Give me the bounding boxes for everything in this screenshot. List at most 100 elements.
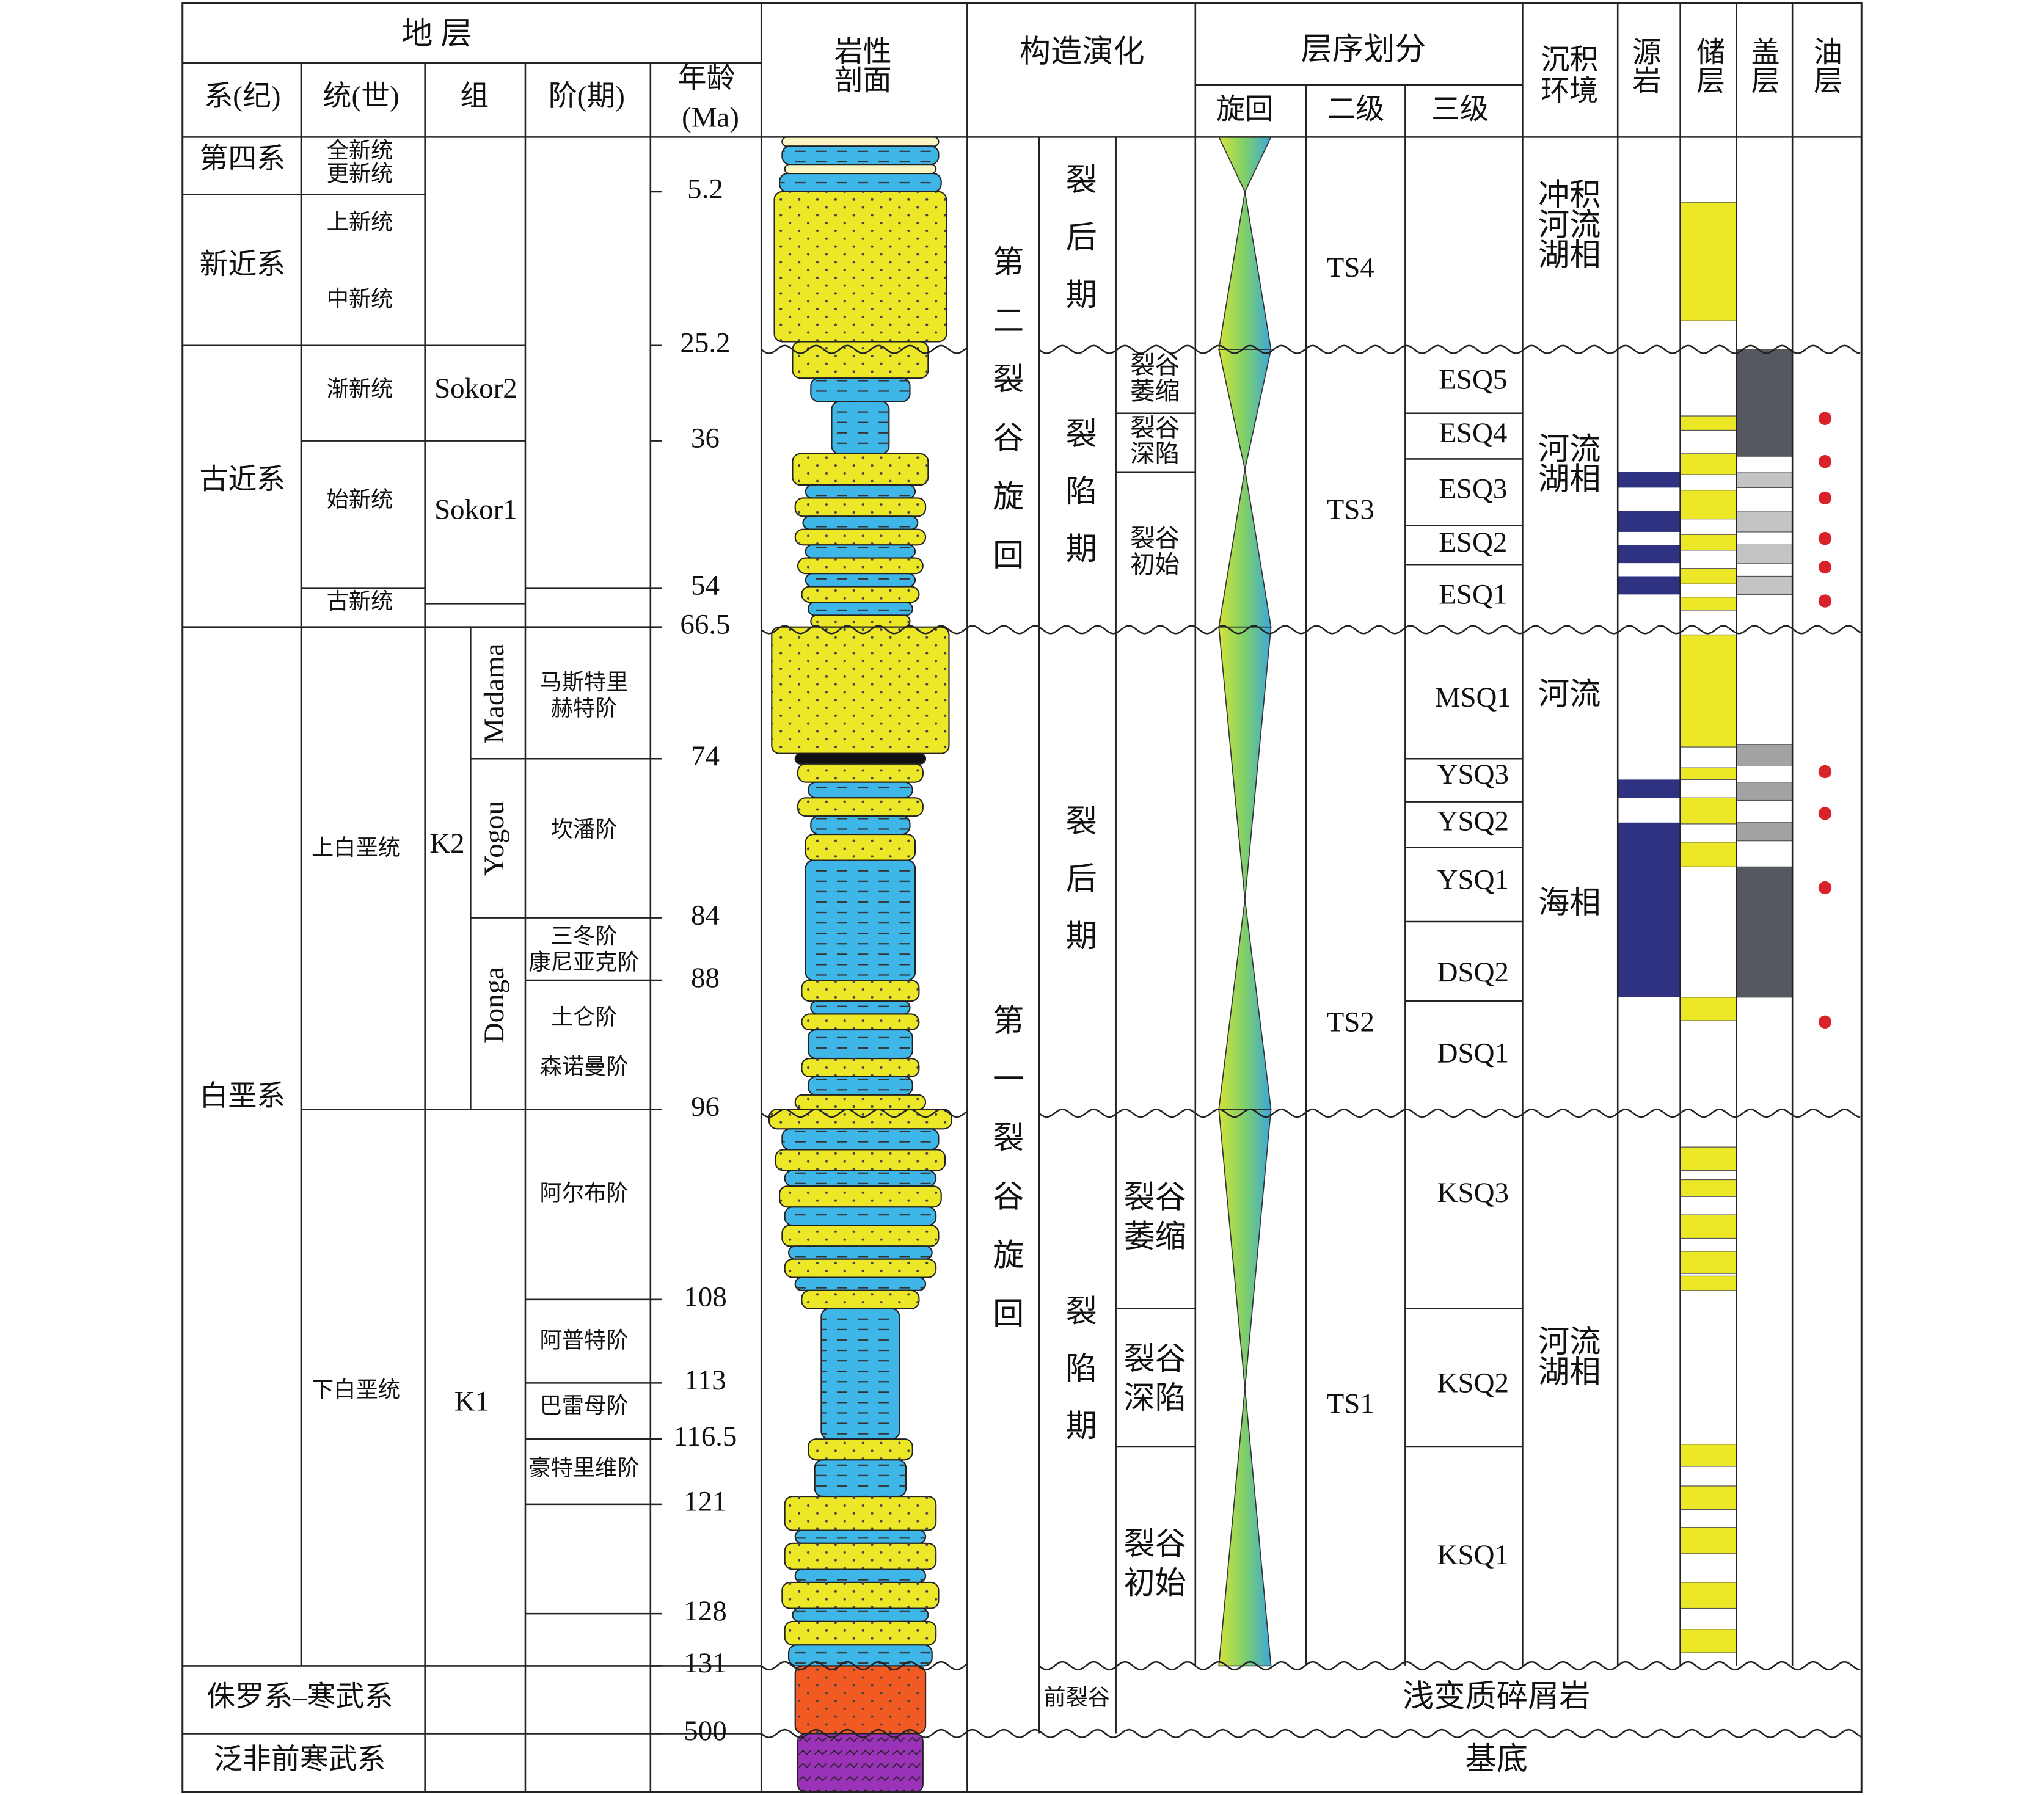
seal-bar: [1736, 511, 1793, 533]
lithology-pattern: [775, 1149, 946, 1171]
seal-bar: [1736, 744, 1793, 766]
lithology-pattern: [808, 782, 913, 798]
third-order-sequence: YSQ3: [1437, 759, 1509, 790]
oil-layer-dot: [1818, 531, 1832, 545]
seal-bar: [1736, 349, 1793, 457]
reservoir-bar: [1679, 490, 1737, 520]
reservoir-bar: [1679, 596, 1737, 611]
unconformity: [761, 1728, 1862, 1739]
header-cycle: 旋回: [1216, 94, 1274, 126]
lithology-pattern: [772, 627, 949, 754]
frame: [181, 2, 1863, 1793]
header-age-unit: (Ma): [682, 101, 739, 133]
lithology-pattern: [831, 401, 889, 454]
rift-period: 裂陷期: [1060, 1294, 1097, 1466]
lithology-pattern: [789, 1246, 932, 1259]
source-rock-bar: [1618, 779, 1681, 798]
header-environment: 环境: [1541, 76, 1598, 107]
lithology-pattern: [803, 516, 918, 530]
stage: 森诺曼阶: [539, 1054, 628, 1079]
series: 全新统: [327, 138, 393, 162]
rift-substage: 萎缩: [1130, 377, 1180, 405]
lithology-layer: [784, 164, 937, 175]
unconformity: [761, 344, 968, 354]
reservoir-bar: [1679, 797, 1737, 825]
reservoir-bar: [1679, 767, 1737, 781]
rift-substage: 裂谷: [1130, 525, 1180, 552]
lithology-pattern: [797, 798, 923, 817]
lithology-pattern: [792, 1608, 929, 1622]
third-order-sequence: DSQ1: [1437, 1038, 1509, 1069]
third-order-sequence: ESQ1: [1439, 578, 1507, 610]
reservoir-bar: [1679, 202, 1737, 321]
series: 上白垩统: [312, 836, 400, 860]
oil-layer-dot: [1818, 412, 1832, 425]
environment: 湖相: [1538, 238, 1601, 273]
seal-bar: [1736, 782, 1793, 801]
header-system: 系(纪): [204, 81, 280, 112]
reservoir-bar: [1679, 415, 1737, 431]
formation: K2: [429, 828, 464, 859]
reservoir-bar: [1679, 1485, 1737, 1510]
rift-period: 裂陷期: [1060, 417, 1097, 589]
unconformity: [1038, 344, 1861, 354]
member: Donga: [478, 967, 510, 1043]
lithology-pattern: [779, 173, 941, 192]
lithology-pattern: [782, 1225, 939, 1247]
lithology-pattern: [811, 1001, 910, 1014]
age-label: 84: [691, 899, 720, 931]
third-order-sequence: KSQ1: [1437, 1539, 1509, 1571]
series: 更新统: [327, 162, 393, 186]
oil-layer-dot: [1818, 455, 1832, 468]
reservoir-bar: [1679, 534, 1737, 551]
third-order-sequence: MSQ1: [1435, 682, 1511, 713]
seal-bar: [1736, 822, 1793, 842]
third-order-sequence: YSQ2: [1437, 806, 1509, 837]
series: 古新统: [327, 589, 393, 614]
rift-substage: 裂谷: [1123, 1342, 1186, 1377]
age-label: 54: [691, 569, 720, 601]
lithology-pattern: [805, 834, 916, 861]
third-order-sequence: KSQ2: [1437, 1367, 1509, 1399]
oil-layer-dot: [1818, 765, 1832, 779]
lithology-pattern: [801, 1290, 919, 1309]
reservoir-bar: [1679, 1444, 1737, 1467]
second-order-sequence: TS3: [1327, 494, 1374, 526]
age-label: 116.5: [674, 1421, 737, 1452]
header-age: 年龄: [678, 62, 735, 94]
age-label: 500: [684, 1715, 726, 1747]
lithology-pattern: [795, 498, 926, 517]
reservoir-bar: [1679, 997, 1737, 1021]
rift-substage: 深陷: [1130, 440, 1180, 467]
environment: 河流: [1538, 208, 1601, 242]
third-order-sequence: ESQ2: [1439, 526, 1507, 558]
third-order-sequence: ESQ4: [1439, 417, 1507, 449]
second-order-sequence: TS4: [1327, 252, 1374, 283]
stage: 豪特里维阶: [528, 1456, 639, 1480]
rift-substage: 裂谷: [1130, 414, 1180, 442]
environment: 河流: [1538, 1325, 1601, 1360]
environment: 河流: [1538, 677, 1601, 712]
stage: 阿尔布阶: [539, 1181, 628, 1205]
stage: 马斯特里: [539, 670, 628, 694]
lithology-pattern: [789, 1645, 932, 1666]
header-tectonic: 构造演化: [1020, 35, 1145, 70]
stage: 坎潘阶: [551, 817, 618, 842]
header-seal: 盖层: [1747, 37, 1779, 94]
oil-layer-dot: [1818, 594, 1832, 608]
lithology-pattern: [774, 191, 947, 342]
lithology-pattern: [808, 1030, 913, 1059]
header-formation: 组: [460, 81, 489, 112]
system: 泛非前寒武系: [214, 1744, 386, 1775]
age-label: 113: [684, 1364, 726, 1396]
age-label: 88: [691, 962, 720, 994]
source-rock-bar: [1618, 822, 1681, 997]
lithology-pattern: [797, 763, 923, 782]
rift-substage: 初始: [1130, 551, 1180, 578]
reservoir-bar: [1679, 568, 1737, 584]
lithology-pattern: [782, 146, 939, 165]
cycle-shape: [1218, 1388, 1272, 1667]
system: 古近系: [200, 464, 286, 496]
environment: 冲积: [1538, 178, 1601, 213]
